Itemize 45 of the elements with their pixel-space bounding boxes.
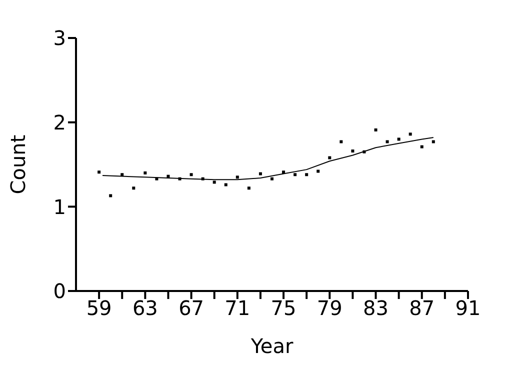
point bbox=[247, 186, 250, 190]
point bbox=[408, 132, 412, 136]
x-tick-label: 67 bbox=[178, 296, 204, 320]
point bbox=[305, 173, 308, 176]
y-tick-label: 3 bbox=[53, 26, 66, 50]
x-tick-label: 63 bbox=[132, 296, 158, 320]
point bbox=[224, 183, 228, 186]
point bbox=[190, 173, 193, 176]
x-tick-label: 79 bbox=[316, 296, 342, 320]
point bbox=[178, 177, 182, 180]
point bbox=[132, 186, 136, 190]
point bbox=[270, 177, 274, 180]
point bbox=[201, 177, 204, 180]
point bbox=[397, 138, 400, 141]
point bbox=[109, 194, 112, 198]
point bbox=[362, 150, 366, 154]
y-tick-label: 2 bbox=[53, 110, 66, 134]
y-tick-label: 0 bbox=[53, 279, 66, 304]
point bbox=[98, 170, 101, 174]
x-tick-label: 59 bbox=[86, 296, 112, 320]
point bbox=[212, 180, 216, 184]
y-tick-label: 1 bbox=[53, 194, 66, 219]
point bbox=[420, 145, 424, 148]
point bbox=[120, 173, 124, 176]
x-tick-label: 75 bbox=[270, 296, 296, 320]
point bbox=[316, 170, 320, 173]
x-tick-label: 91 bbox=[455, 296, 481, 320]
x-tick-label: 71 bbox=[224, 296, 250, 320]
x-tick-label: 87 bbox=[409, 296, 435, 320]
point bbox=[340, 140, 343, 144]
y-axis-title: Count bbox=[6, 134, 30, 194]
x-tick-label: 83 bbox=[363, 296, 388, 320]
point bbox=[351, 150, 354, 153]
point bbox=[144, 171, 147, 174]
point bbox=[294, 173, 297, 176]
point bbox=[155, 177, 158, 180]
point bbox=[386, 140, 389, 144]
point bbox=[328, 156, 332, 160]
x-axis-title: Year bbox=[250, 334, 294, 358]
point bbox=[236, 176, 239, 179]
point bbox=[374, 128, 378, 132]
point bbox=[432, 140, 435, 144]
point bbox=[166, 174, 170, 178]
point bbox=[258, 172, 262, 176]
point bbox=[282, 170, 286, 174]
